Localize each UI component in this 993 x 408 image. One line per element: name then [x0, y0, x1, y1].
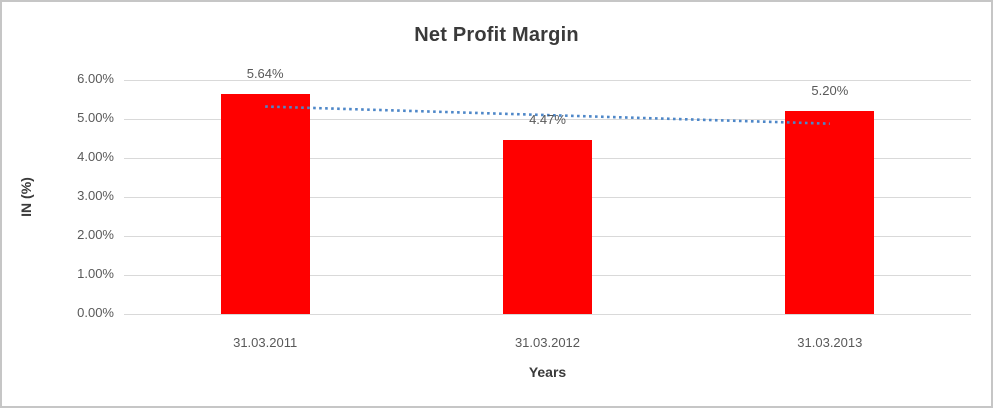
chart-title: Net Profit Margin [414, 24, 579, 46]
y-tick-label: 5.00% [77, 110, 114, 125]
y-tick-label: 6.00% [77, 71, 114, 86]
y-tick-label: 0.00% [77, 305, 114, 320]
data-label: 5.20% [811, 83, 849, 99]
bar [220, 94, 310, 314]
x-tick-label: 31.03.2011 [233, 335, 298, 350]
y-tick-label: 4.00% [77, 149, 114, 164]
gridline [124, 313, 971, 315]
data-label: 4.47% [529, 111, 566, 127]
x-tick-label: 31.03.2012 [514, 335, 581, 350]
x-axis-title: Years [528, 364, 567, 380]
bar [785, 111, 875, 314]
bar [503, 139, 592, 314]
y-tick-label: 3.00% [77, 188, 114, 203]
x-tick-label: 31.03.2013 [797, 335, 863, 350]
y-tick-label: 1.00% [77, 266, 114, 281]
y-tick-label: 2.00% [77, 227, 114, 242]
data-label: 5.64% [246, 66, 284, 82]
gridline [124, 79, 971, 81]
